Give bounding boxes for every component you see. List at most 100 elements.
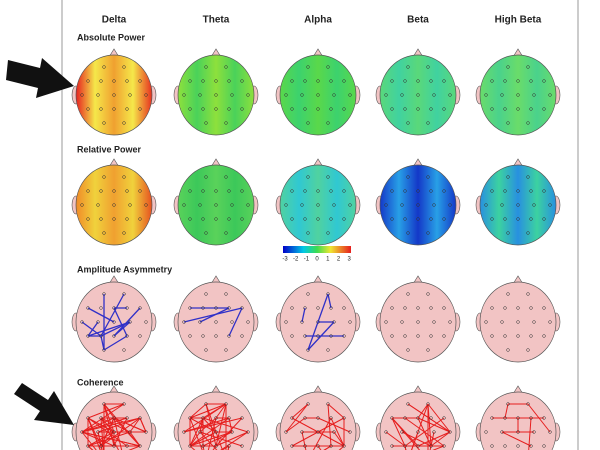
connection: [100, 417, 131, 433]
electrode: [532, 203, 536, 207]
connection: [215, 431, 249, 447]
electrode: [316, 334, 320, 338]
connection: [100, 293, 125, 337]
electrode: [300, 93, 304, 97]
connection: [103, 335, 128, 351]
electrode: [300, 320, 304, 324]
connection: [411, 431, 419, 450]
electrode: [188, 334, 192, 338]
connection: [189, 431, 201, 447]
electrode: [516, 79, 520, 83]
electrode: [542, 189, 546, 193]
connection: [385, 431, 406, 447]
electrode: [214, 306, 218, 310]
electrode: [403, 107, 407, 111]
connection: [81, 431, 115, 447]
electrode: [86, 189, 90, 193]
electrode: [416, 334, 420, 338]
connection: [129, 431, 141, 447]
electrode: [329, 416, 333, 420]
connection: [312, 417, 332, 450]
electrode: [198, 430, 202, 434]
electrode: [122, 348, 126, 352]
electrode: [201, 306, 205, 310]
electrode: [188, 79, 192, 83]
electrode: [348, 320, 352, 324]
electrode: [99, 79, 103, 83]
electrode: [416, 79, 420, 83]
electrode: [214, 79, 218, 83]
electrode: [342, 189, 346, 193]
electrode: [240, 306, 244, 310]
electrode: [490, 107, 494, 111]
electrode: [198, 320, 202, 324]
electrode: [316, 189, 320, 193]
electrode: [99, 306, 103, 310]
row-label: Absolute Power: [77, 32, 146, 42]
electrode: [416, 416, 420, 420]
electrode: [529, 416, 533, 420]
electrode: [80, 203, 84, 207]
electrode: [390, 189, 394, 193]
electrode: [122, 402, 126, 406]
electrode: [529, 306, 533, 310]
column-header: Theta: [203, 15, 230, 26]
electrode: [548, 93, 552, 97]
connection: [113, 307, 141, 337]
electrode: [390, 217, 394, 221]
connection: [139, 417, 147, 433]
electrode: [542, 444, 546, 448]
electrode: [426, 175, 430, 179]
electrode: [80, 430, 84, 434]
electrode: [416, 444, 420, 448]
electrode: [326, 175, 330, 179]
electrode: [214, 93, 218, 97]
connection: [183, 403, 227, 433]
electrode: [529, 79, 533, 83]
electrode: [500, 203, 504, 207]
electrode: [102, 348, 106, 352]
connection: [129, 417, 141, 433]
electrode: [332, 430, 336, 434]
electrode: [112, 320, 116, 324]
electrode: [214, 217, 218, 221]
electrode: [332, 203, 336, 207]
electrode: [506, 292, 510, 296]
electrode: [240, 444, 244, 448]
electrode: [516, 203, 520, 207]
electrode: [542, 217, 546, 221]
connection: [338, 445, 345, 450]
electrode: [548, 430, 552, 434]
electrode: [416, 430, 420, 434]
electrode: [204, 348, 208, 352]
electrode: [230, 93, 234, 97]
electrode: [316, 416, 320, 420]
electrode: [102, 175, 106, 179]
connection: [285, 403, 309, 433]
electrode: [214, 203, 218, 207]
connection: [189, 403, 207, 419]
head-maps: [71, 48, 561, 450]
electrode: [316, 203, 320, 207]
connection: [212, 445, 217, 450]
head: [379, 164, 457, 246]
connection: [417, 417, 451, 433]
electrode: [306, 175, 310, 179]
electrode: [112, 93, 116, 97]
connection: [81, 321, 102, 337]
electrode: [326, 121, 330, 125]
connection: [432, 445, 445, 450]
electrode: [138, 334, 142, 338]
electrode: [542, 107, 546, 111]
electrode: [390, 416, 394, 420]
electrode: [138, 189, 142, 193]
electrode: [500, 320, 504, 324]
electrode: [214, 334, 218, 338]
connection: [81, 417, 115, 433]
electrode: [529, 444, 533, 448]
head: [279, 164, 357, 246]
electrode: [204, 292, 208, 296]
electrode: [500, 430, 504, 434]
connection: [183, 417, 230, 433]
electrode: [112, 217, 116, 221]
